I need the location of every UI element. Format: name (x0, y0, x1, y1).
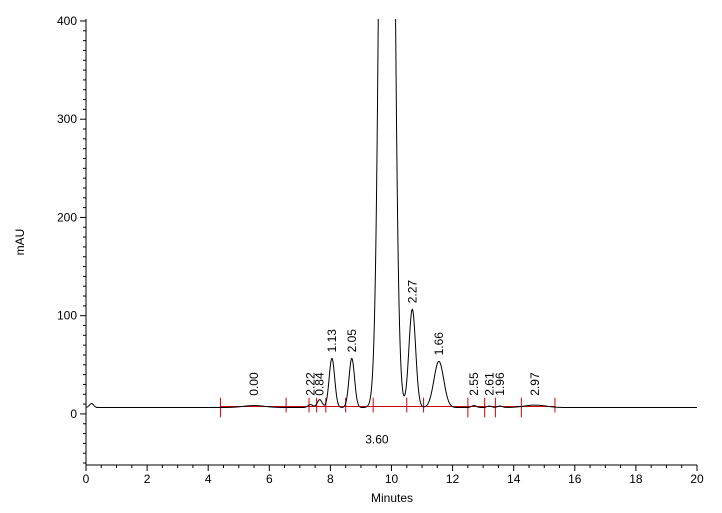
y-tick-label: 0 (70, 407, 77, 421)
peak-label: 0.84 (313, 372, 327, 396)
x-tick-label: 4 (205, 472, 212, 486)
peak-label: 3.60 (365, 432, 389, 446)
x-tick-label: 14 (507, 472, 521, 486)
y-tick-label: 400 (57, 14, 77, 28)
peak-label: 2.55 (467, 372, 481, 396)
peak-label: 2.61 (482, 372, 496, 396)
x-tick-label: 12 (446, 472, 460, 486)
peak-label: 2.27 (405, 280, 419, 304)
peak-label: 2.97 (528, 372, 542, 396)
plot-background (86, 19, 697, 465)
peak-label: 1.66 (432, 332, 446, 356)
y-tick-label: 100 (57, 309, 77, 323)
x-axis-label: Minutes (371, 491, 413, 505)
chromatogram-trace (86, 19, 697, 409)
y-axis-label: mAU (13, 229, 27, 256)
peak-label: 2.22 (304, 372, 318, 396)
peak-label: 1.13 (325, 329, 339, 353)
x-tick-label: 16 (568, 472, 582, 486)
y-tick-label: 300 (57, 112, 77, 126)
plot-area (85, 19, 697, 466)
peak-label: 0.00 (247, 372, 261, 396)
peak-label: 1.96 (493, 372, 507, 396)
x-tick-label: 6 (266, 472, 273, 486)
y-tick-label: 200 (57, 210, 77, 224)
trace-line (86, 19, 697, 409)
x-tick-label: 8 (327, 472, 334, 486)
peak-label: 2.05 (345, 329, 359, 353)
axis-ticks (80, 20, 698, 471)
x-tick-label: 20 (690, 472, 704, 486)
x-tick-label: 0 (83, 472, 90, 486)
x-tick-label: 2 (144, 472, 151, 486)
x-tick-label: 18 (629, 472, 643, 486)
x-tick-label: 10 (385, 472, 399, 486)
peak-labels: 0.00 2.220.84 1.13 2.05 3.60 2.27 1.66 2.55 2.61… (247, 280, 542, 447)
